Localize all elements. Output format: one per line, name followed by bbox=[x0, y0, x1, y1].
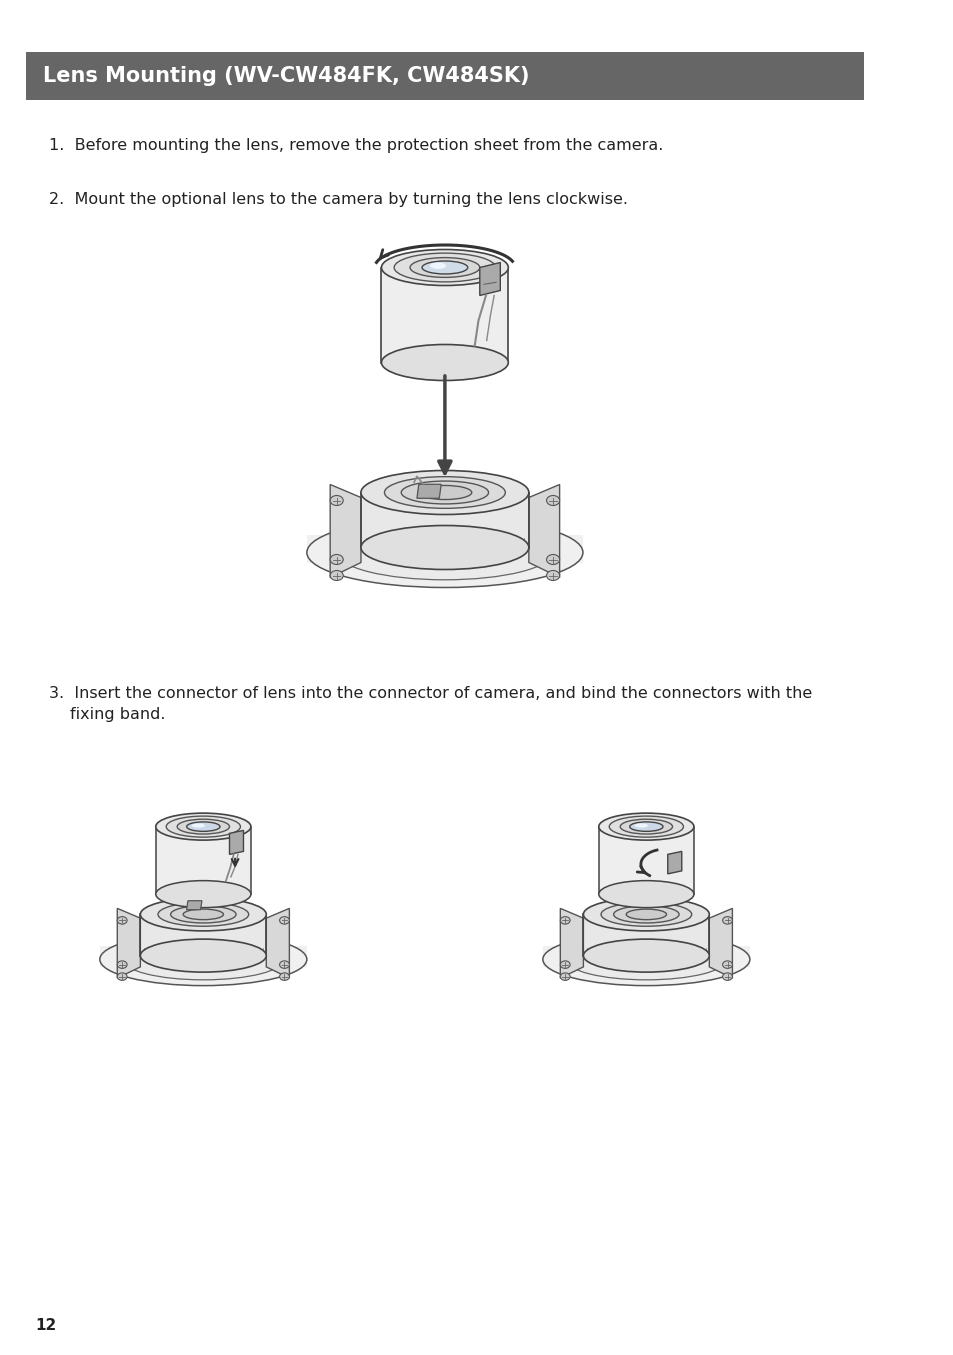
Ellipse shape bbox=[177, 820, 230, 835]
Ellipse shape bbox=[279, 973, 289, 981]
Polygon shape bbox=[583, 915, 709, 955]
Ellipse shape bbox=[192, 824, 205, 828]
Ellipse shape bbox=[279, 961, 289, 969]
FancyBboxPatch shape bbox=[26, 51, 862, 100]
Polygon shape bbox=[667, 851, 681, 874]
Polygon shape bbox=[479, 263, 499, 295]
Polygon shape bbox=[542, 946, 749, 967]
Ellipse shape bbox=[384, 477, 505, 508]
Ellipse shape bbox=[140, 939, 266, 972]
Ellipse shape bbox=[546, 554, 559, 565]
Ellipse shape bbox=[721, 973, 732, 981]
Text: 3.  Insert the connector of lens into the connector of camera, and bind the conn: 3. Insert the connector of lens into the… bbox=[49, 686, 811, 701]
Ellipse shape bbox=[600, 902, 691, 927]
Ellipse shape bbox=[546, 570, 559, 580]
Ellipse shape bbox=[546, 496, 559, 505]
Polygon shape bbox=[100, 946, 307, 967]
Polygon shape bbox=[155, 827, 251, 894]
Ellipse shape bbox=[330, 554, 343, 565]
Polygon shape bbox=[416, 484, 440, 499]
Ellipse shape bbox=[336, 526, 552, 580]
Ellipse shape bbox=[629, 822, 662, 832]
Ellipse shape bbox=[122, 939, 284, 980]
Ellipse shape bbox=[583, 898, 709, 931]
Ellipse shape bbox=[117, 916, 127, 924]
Text: 12: 12 bbox=[35, 1318, 56, 1333]
Ellipse shape bbox=[609, 816, 682, 837]
Ellipse shape bbox=[430, 263, 446, 268]
Polygon shape bbox=[559, 908, 583, 978]
Ellipse shape bbox=[171, 905, 235, 923]
Ellipse shape bbox=[330, 570, 343, 580]
Polygon shape bbox=[307, 535, 582, 562]
Polygon shape bbox=[330, 485, 360, 577]
Ellipse shape bbox=[360, 526, 528, 569]
Polygon shape bbox=[117, 908, 140, 978]
Ellipse shape bbox=[401, 481, 488, 504]
Ellipse shape bbox=[394, 253, 496, 282]
Ellipse shape bbox=[613, 905, 679, 923]
Polygon shape bbox=[381, 267, 508, 363]
Ellipse shape bbox=[330, 496, 343, 505]
Ellipse shape bbox=[421, 262, 467, 274]
Ellipse shape bbox=[559, 961, 570, 969]
Ellipse shape bbox=[565, 939, 726, 980]
Ellipse shape bbox=[158, 902, 249, 927]
Text: 1.  Before mounting the lens, remove the protection sheet from the camera.: 1. Before mounting the lens, remove the … bbox=[49, 138, 662, 153]
Text: 2.  Mount the optional lens to the camera by turning the lens clockwise.: 2. Mount the optional lens to the camera… bbox=[49, 192, 627, 207]
Ellipse shape bbox=[279, 916, 289, 924]
Ellipse shape bbox=[155, 813, 251, 840]
Ellipse shape bbox=[721, 916, 732, 924]
Ellipse shape bbox=[619, 820, 672, 835]
Ellipse shape bbox=[360, 470, 528, 515]
Polygon shape bbox=[598, 827, 693, 894]
Polygon shape bbox=[528, 485, 559, 577]
Ellipse shape bbox=[542, 934, 749, 985]
Ellipse shape bbox=[598, 813, 693, 840]
Ellipse shape bbox=[117, 973, 127, 981]
Ellipse shape bbox=[634, 824, 647, 828]
Polygon shape bbox=[266, 908, 289, 978]
Ellipse shape bbox=[183, 909, 223, 920]
Ellipse shape bbox=[307, 518, 582, 588]
Ellipse shape bbox=[598, 881, 693, 908]
Polygon shape bbox=[709, 908, 732, 978]
Text: fixing band.: fixing band. bbox=[70, 707, 165, 722]
Text: Lens Mounting (WV-CW484FK, CW484SK): Lens Mounting (WV-CW484FK, CW484SK) bbox=[43, 66, 529, 85]
Ellipse shape bbox=[583, 939, 709, 972]
Ellipse shape bbox=[187, 822, 220, 832]
Polygon shape bbox=[360, 492, 528, 547]
Polygon shape bbox=[140, 915, 266, 955]
Ellipse shape bbox=[381, 344, 508, 381]
Ellipse shape bbox=[140, 898, 266, 931]
Ellipse shape bbox=[100, 934, 307, 985]
Ellipse shape bbox=[410, 257, 479, 278]
Ellipse shape bbox=[721, 961, 732, 969]
Polygon shape bbox=[230, 831, 243, 855]
Polygon shape bbox=[187, 901, 202, 909]
Ellipse shape bbox=[166, 816, 240, 837]
Ellipse shape bbox=[559, 973, 570, 981]
Ellipse shape bbox=[559, 916, 570, 924]
Ellipse shape bbox=[155, 881, 251, 908]
Ellipse shape bbox=[117, 961, 127, 969]
Ellipse shape bbox=[417, 485, 472, 500]
Ellipse shape bbox=[381, 249, 508, 286]
Ellipse shape bbox=[625, 909, 666, 920]
